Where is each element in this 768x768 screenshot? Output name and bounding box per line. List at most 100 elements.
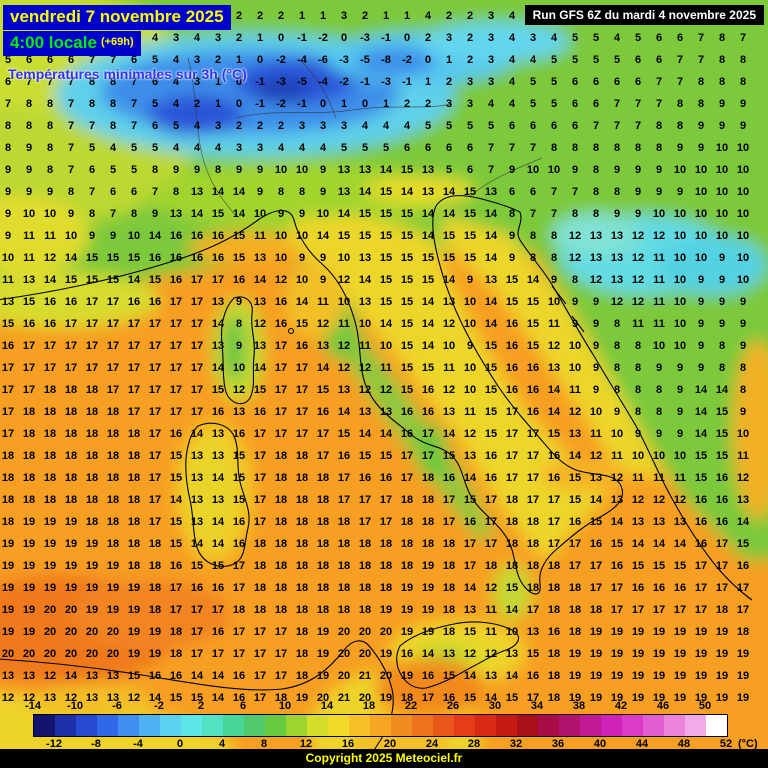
temp-value: 15 [400, 384, 414, 396]
temp-value: 16 [274, 318, 288, 330]
temp-value: 4 [319, 142, 327, 154]
temp-value: 14 [505, 670, 519, 682]
temp-value: 11 [653, 274, 665, 286]
temp-value: 15 [148, 274, 162, 286]
temp-value: 9 [4, 230, 12, 242]
temp-value: 12 [631, 274, 645, 286]
temp-value: 11 [485, 604, 497, 616]
run-info-box: Run GFS 6Z du mardi 4 novembre 2025 [524, 5, 764, 25]
temp-value: 16 [232, 274, 246, 286]
temp-value: 18 [64, 406, 78, 418]
temp-value: -5 [360, 54, 370, 66]
temp-value: 15 [379, 208, 393, 220]
temp-value: 14 [253, 362, 267, 374]
temp-value: 19 [22, 626, 36, 638]
temp-value: 5 [151, 98, 159, 110]
temp-value: 16 [169, 560, 183, 572]
temp-value: 12 [43, 252, 57, 264]
temp-value: 18 [253, 582, 267, 594]
temp-value: 17 [190, 340, 204, 352]
temp-value: 9 [655, 186, 663, 198]
temp-value: 17 [43, 362, 57, 374]
temp-value: 15 [526, 648, 540, 660]
temp-value: 18 [127, 450, 141, 462]
temp-value: 15 [127, 252, 141, 264]
temp-value: 20 [22, 648, 36, 660]
temp-value: 18 [442, 604, 456, 616]
temp-value: 17 [169, 318, 183, 330]
temp-value: 0 [235, 98, 243, 110]
temp-value: 10 [526, 164, 540, 176]
temp-value: 17 [106, 296, 120, 308]
temp-value: 8 [676, 120, 684, 132]
temp-value: -4 [297, 54, 307, 66]
temp-value: 10 [568, 362, 582, 374]
temp-value: 14 [694, 384, 708, 396]
temp-value: 7 [67, 164, 75, 176]
temp-value: 15 [295, 318, 309, 330]
temp-value: 4 [613, 32, 621, 44]
temp-value: 1 [298, 10, 306, 22]
temp-value: 14 [316, 362, 330, 374]
temp-value: 10 [736, 252, 750, 264]
date-banner: vendredi 7 novembre 2025 [3, 5, 231, 30]
temp-value: 15 [22, 296, 36, 308]
temp-value: 16 [337, 450, 351, 462]
temp-value: 16 [526, 406, 540, 418]
temp-value: 9 [4, 208, 12, 220]
temp-value: 17 [610, 604, 624, 616]
temp-value: 19 [589, 626, 603, 638]
temp-value: 19 [85, 560, 99, 572]
temp-value: 12 [631, 230, 645, 242]
temp-value: 14 [484, 208, 498, 220]
temp-value: 2 [403, 98, 411, 110]
temp-value: 13 [190, 472, 204, 484]
temp-value: 10 [673, 296, 687, 308]
temp-value: 17 [736, 604, 750, 616]
temp-value: 12 [568, 252, 582, 264]
temp-value: 17 [463, 560, 477, 572]
temp-value: 16 [526, 670, 540, 682]
temp-value: 19 [22, 604, 36, 616]
temp-value: 18 [400, 692, 414, 704]
temp-value: 8 [4, 120, 12, 132]
temp-value: 5 [88, 142, 96, 154]
temp-value: 15 [505, 296, 519, 308]
temp-value: 10 [736, 208, 750, 220]
temp-value: 17 [526, 604, 540, 616]
temp-value: 19 [127, 626, 141, 638]
temp-value: 14 [295, 296, 309, 308]
temp-value: 5 [550, 76, 558, 88]
temp-value: 6 [130, 54, 138, 66]
temp-value: 17 [610, 582, 624, 594]
temp-value: 13 [106, 670, 120, 682]
temp-value: -5 [297, 76, 307, 88]
temp-value: 11 [359, 340, 371, 352]
temp-value: 8 [550, 252, 558, 264]
temp-value: 11 [653, 472, 665, 484]
temp-value: 15 [358, 450, 372, 462]
temp-value: 4 [172, 142, 180, 154]
temp-value: 7 [130, 98, 138, 110]
temp-value: 15 [484, 406, 498, 418]
temp-value: 18 [400, 494, 414, 506]
temp-value: 18 [64, 428, 78, 440]
temp-value: 8 [67, 186, 75, 198]
temp-value: 9 [319, 186, 327, 198]
temp-value: 15 [442, 450, 456, 462]
temp-value: 4 [172, 54, 180, 66]
temp-value: 4 [508, 10, 516, 22]
temp-value: 9 [676, 186, 684, 198]
temp-value: 17 [274, 626, 288, 638]
temp-value: 14 [505, 604, 519, 616]
temp-value: 18 [316, 604, 330, 616]
temp-value: 14 [463, 670, 477, 682]
temp-value: 19 [1, 582, 15, 594]
temp-value: 19 [64, 560, 78, 572]
temp-value: 18 [274, 516, 288, 528]
temp-value: 17 [253, 494, 267, 506]
temp-value: 17 [274, 406, 288, 418]
temp-value: 13 [568, 428, 582, 440]
temp-value: 18 [295, 648, 309, 660]
